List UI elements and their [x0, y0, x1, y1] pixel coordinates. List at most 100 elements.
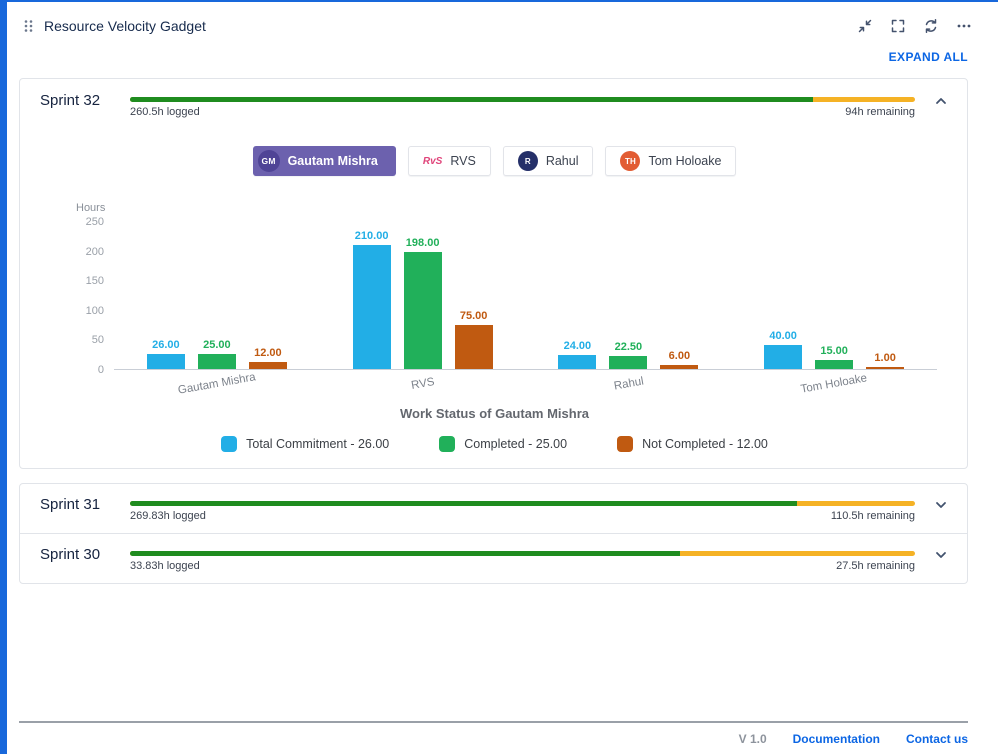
logged-label: 260.5h logged: [130, 106, 200, 118]
bar-total-commitment[interactable]: [146, 353, 185, 369]
bar-value-label: 75.00: [459, 309, 488, 322]
sprint-progress: 260.5h logged 94h remaining: [130, 97, 915, 118]
bar-group-tom-holoake: 40.00 15.00 1.00: [731, 330, 937, 369]
expand-all-row: EXPAND ALL: [7, 48, 968, 66]
y-tick: 50: [91, 334, 104, 347]
y-tick: 0: [97, 364, 104, 376]
tab-rvs[interactable]: RvS RVS: [407, 146, 491, 176]
chevron-down-icon[interactable]: [933, 547, 949, 563]
legend-label: Completed - 25.00: [464, 437, 568, 451]
bar-value-label: 198.00: [405, 236, 440, 249]
chart-legend: Total Commitment - 26.00 Completed - 25.0…: [40, 436, 949, 452]
bar-value-label: 6.00: [668, 350, 691, 363]
sprint-name: Sprint 31: [40, 496, 101, 513]
sprint-31-header-row[interactable]: Sprint 31 269.83h logged 110.5h remainin…: [40, 496, 949, 522]
gadget-header: Resource Velocity Gadget: [7, 2, 998, 34]
progress-labels: 269.83h logged 110.5h remaining: [130, 510, 915, 522]
sprint-name: Sprint 32: [40, 92, 101, 109]
bar-wrap: 210.00: [352, 229, 391, 369]
bar-wrap: 198.00: [403, 236, 442, 369]
bar-wrap: 6.00: [660, 350, 699, 369]
more-menu-icon[interactable]: [956, 18, 972, 34]
bar-wrap: 1.00: [866, 352, 905, 369]
legend-label: Not Completed - 12.00: [642, 437, 768, 451]
tab-rahul[interactable]: R Rahul: [502, 146, 594, 176]
tab-tom-holoake[interactable]: TH Tom Holoake: [605, 146, 737, 176]
progress-bar: [130, 501, 915, 506]
bar-not-completed[interactable]: [248, 361, 287, 369]
logged-label: 33.83h logged: [130, 560, 200, 572]
bar-total-commitment[interactable]: [558, 354, 597, 369]
y-axis-title: Hours: [76, 202, 106, 214]
x-axis-labels: Gautam Mishra RVS Rahul Tom Holoake: [114, 371, 937, 396]
avatar-initials: GM: [261, 156, 276, 166]
tab-label: Tom Holoake: [648, 154, 722, 168]
legend-item[interactable]: Not Completed - 12.00: [617, 436, 768, 452]
bar-value-label: 25.00: [203, 339, 231, 352]
minimize-icon[interactable]: [857, 18, 873, 34]
tab-gautam-mishra[interactable]: GM Gautam Mishra: [252, 146, 396, 176]
avatar-initials: R: [524, 156, 531, 166]
gadget-footer: V 1.0 Documentation Contact us: [19, 721, 968, 746]
bar-wrap: 15.00: [815, 345, 854, 369]
expand-all-link[interactable]: EXPAND ALL: [888, 50, 968, 64]
y-tick: 250: [85, 216, 104, 228]
remaining-label: 94h remaining: [845, 106, 915, 118]
sprint-32-header-row[interactable]: Sprint 32 260.5h logged 94h remaining: [40, 92, 949, 118]
gadget-title: Resource Velocity Gadget: [44, 18, 206, 34]
drag-handle-icon[interactable]: [23, 18, 34, 34]
progress-labels: 260.5h logged 94h remaining: [130, 106, 915, 118]
bar-not-completed[interactable]: [454, 324, 493, 369]
bar-wrap: 25.00: [197, 339, 236, 369]
footer-links: V 1.0 Documentation Contact us: [19, 732, 968, 746]
plot-area: 26.00 25.00 12.00 210.00 198.00 75.00 24.00 22.…: [114, 222, 937, 370]
chart-title: Work Status of Gautam Mishra: [399, 406, 589, 421]
legend-marker: [617, 436, 634, 452]
y-axis-ticks: 0 50 100 150 200 250: [66, 216, 114, 376]
bar-total-commitment[interactable]: [352, 244, 391, 369]
bar-total-commitment[interactable]: [764, 345, 803, 369]
bar-value-label: 22.50: [614, 340, 643, 353]
progress-fill: [130, 501, 798, 506]
footer-divider: [19, 721, 968, 723]
progress-labels: 33.83h logged 27.5h remaining: [130, 560, 915, 572]
chevron-down-icon[interactable]: [933, 497, 949, 513]
avatar-rahul: R: [517, 151, 538, 171]
y-axis: Hours 0 50 100 150 200 250: [66, 202, 114, 390]
bar-not-completed[interactable]: [866, 367, 905, 369]
sprint-30-card: Sprint 30 33.83h logged 27.5h remaining: [20, 533, 967, 583]
y-tick: 200: [85, 245, 104, 258]
contact-us-link[interactable]: Contact us: [905, 732, 968, 746]
bar-completed[interactable]: [197, 354, 236, 369]
bar-value-label: 1.00: [874, 352, 896, 364]
bar-completed[interactable]: [815, 360, 854, 369]
fullscreen-icon[interactable]: [890, 18, 906, 34]
bar-completed[interactable]: [609, 355, 648, 369]
legend-marker: [439, 436, 456, 452]
sprint-31-card: Sprint 31 269.83h logged 110.5h remainin…: [20, 484, 967, 533]
remaining-label: 110.5h remaining: [830, 510, 915, 522]
legend-item[interactable]: Completed - 25.00: [439, 436, 567, 452]
gadget-actions: [857, 18, 972, 34]
avatar-initials: TH: [624, 156, 637, 166]
bar-wrap: 40.00: [764, 330, 803, 369]
documentation-link[interactable]: Documentation: [792, 732, 880, 746]
sprint-progress: 33.83h logged 27.5h remaining: [130, 551, 915, 572]
bar-value-label: 15.00: [820, 345, 848, 358]
legend-item[interactable]: Total Commitment - 26.00: [221, 436, 389, 452]
bar-wrap: 26.00: [146, 339, 185, 369]
bar-value-label: 210.00: [354, 229, 389, 242]
bar-completed[interactable]: [403, 251, 442, 369]
progress-bar: [130, 551, 915, 556]
bar-not-completed[interactable]: [660, 365, 699, 369]
bar-wrap: 75.00: [454, 309, 493, 369]
y-tick: 100: [85, 304, 104, 317]
legend-marker: [221, 436, 238, 452]
sprint-32-card: Sprint 32 260.5h logged 94h remaining: [19, 78, 968, 469]
bar-value-label: 24.00: [563, 339, 592, 352]
logged-label: 269.83h logged: [130, 510, 206, 522]
chevron-up-icon[interactable]: [933, 93, 949, 109]
y-tick: 150: [85, 275, 104, 288]
sprint-30-header-row[interactable]: Sprint 30 33.83h logged 27.5h remaining: [40, 546, 949, 572]
refresh-icon[interactable]: [923, 18, 939, 34]
